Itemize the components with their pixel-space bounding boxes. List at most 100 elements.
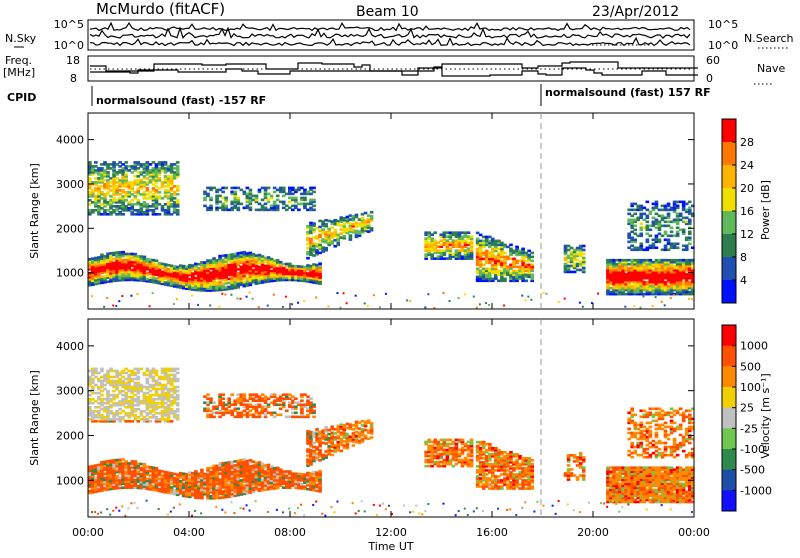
heatmap-cell [315,296,317,298]
freq-tick-bottom: 8 [70,72,77,85]
heatmap-cell [521,248,525,251]
heatmap-cell [91,511,93,513]
heatmap-cell [118,300,120,302]
heatmap-cell [333,229,337,232]
freq-tick-top: 18 [66,54,80,67]
heatmap-cell [176,390,180,393]
heatmap-cell [155,370,159,373]
heatmap-cell [312,199,316,202]
heatmap-cell [488,304,490,306]
heatmap-cell [349,234,353,237]
y-tick-label: 2000 [56,222,84,235]
heatmap-cell [94,511,96,513]
heatmap-cell [121,213,125,216]
colorbar-swatch [722,188,736,212]
heatmap-cell [458,297,460,299]
nsky-trace [90,38,690,45]
heatmap-cell [670,297,672,299]
heatmap-cell [312,187,316,190]
heatmap-cell [109,514,111,516]
heatmap-cell [249,189,253,192]
date-title: 23/Apr/2012 [592,4,679,20]
heatmap-cell [124,173,128,176]
heatmap-cell [679,213,683,216]
heatmap-cell [100,394,104,397]
heatmap-cell [639,233,643,236]
heatmap-cell [106,390,110,393]
heatmap-cell [236,207,240,210]
heatmap-cell [661,301,663,303]
heatmap-cell [158,213,162,216]
heatmap-cell [143,256,147,259]
heatmap-cell [582,257,586,260]
colorbar-tick-label: 16 [740,205,754,218]
heatmap-cell [106,508,108,510]
heatmap-cell [639,223,643,226]
heatmap-cell [285,409,289,412]
heatmap-cell [112,510,114,512]
heatmap-cell [279,414,283,417]
colorbar-tick-label: 24 [740,159,754,172]
heatmap-cell [200,512,202,514]
heatmap-cell [179,503,181,505]
heatmap-cell [127,507,129,509]
heatmap-cell [288,508,290,510]
heatmap-cell [276,509,278,511]
heatmap-cell [642,295,644,297]
freq-label-2: [MHz] [3,66,35,79]
heatmap-cell [233,512,235,514]
heatmap-cell [294,397,298,400]
heatmap-cell [530,256,534,259]
colorbar-swatch [722,211,736,235]
heatmap-cell [176,402,180,405]
heatmap-cell [252,298,254,300]
heatmap-cell [530,260,534,263]
colorbar-swatch [722,119,736,143]
colorbar-swatch [722,234,736,258]
nsearch-tick-bottom: 10^0 [708,39,738,52]
heatmap-cell [582,267,586,270]
heatmap-cell [515,246,519,249]
heatmap-cell [276,195,280,198]
cpid-segment-2: normalsound (fast) 157 RF [545,86,711,99]
heatmap-cell [170,420,174,423]
heatmap-cell [476,307,478,309]
beam-title: Beam 10 [356,4,419,20]
heatmap-cell [282,201,286,204]
heatmap-cell [318,262,322,265]
heatmap-cell [246,296,248,298]
heatmap-cell [582,245,586,248]
station-title: McMurdo (fitACF) [96,0,225,18]
heatmap-cell [115,305,117,307]
heatmap-cell [433,231,437,234]
heatmap-cell [633,238,637,241]
heatmap-cell [688,201,692,204]
heatmap-cell [106,297,108,299]
heatmap-cell [243,508,245,510]
heatmap-cell [579,302,581,304]
heatmap-cell [667,238,671,241]
heatmap-cell [115,507,117,509]
heatmap-cell [224,294,226,296]
heatmap-cell [176,165,180,168]
heatmap-cell [221,397,225,400]
heatmap-cell [155,467,159,470]
heatmap-cell [176,298,178,300]
heatmap-cell [646,201,650,204]
heatmap-cell [306,257,310,260]
heatmap-cell [355,295,357,297]
heatmap-cell [294,512,296,514]
heatmap-cell [224,205,228,208]
heatmap-cell [339,307,341,309]
heatmap-cell [124,515,126,517]
heatmap-cell [467,231,471,234]
heatmap-cell [209,397,213,400]
heatmap-cell [530,299,532,301]
heatmap-cell [473,296,475,298]
heatmap-cell [670,227,674,230]
heatmap-cell [146,187,150,190]
heatmap-cell [521,295,523,297]
heatmap-cell [485,302,487,304]
